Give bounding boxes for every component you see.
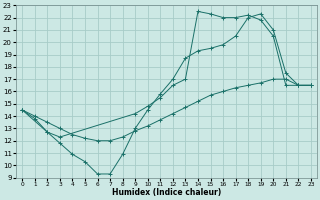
X-axis label: Humidex (Indice chaleur): Humidex (Indice chaleur): [112, 188, 221, 197]
